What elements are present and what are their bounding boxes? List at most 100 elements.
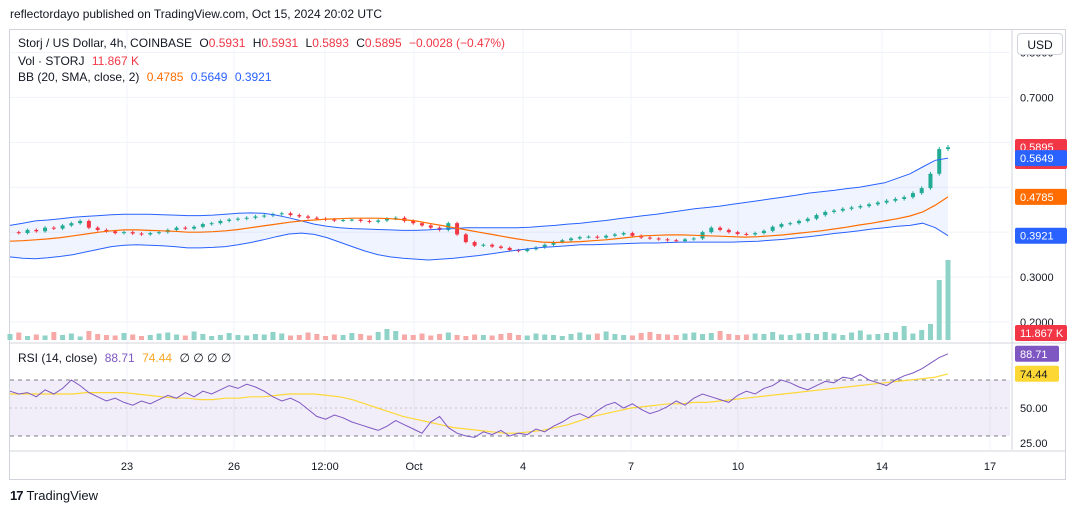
candle-body	[507, 247, 512, 251]
volume-bar	[480, 335, 486, 340]
volume-bar	[270, 332, 276, 340]
volume-bar	[217, 335, 223, 340]
candle-body	[832, 210, 837, 212]
candle-body	[174, 227, 179, 230]
volume-bar	[445, 332, 451, 340]
volume-bar	[244, 335, 250, 340]
volume-bar	[191, 331, 197, 340]
volume-bar	[472, 334, 478, 340]
volume-bar	[174, 334, 180, 340]
chart-frame[interactable]	[9, 29, 1066, 480]
candle-body	[121, 232, 126, 234]
candle-body	[893, 198, 898, 201]
candle-body	[726, 229, 731, 233]
candle-body	[840, 208, 845, 211]
volume-bar	[559, 336, 565, 340]
bollinger-upper-line	[9, 157, 949, 231]
candle-body	[612, 234, 617, 236]
volume-bar	[288, 335, 294, 340]
candle-body	[761, 230, 766, 234]
candle-body	[814, 215, 819, 219]
volume-bar	[682, 333, 688, 340]
candle-body	[630, 233, 635, 236]
volume-bar	[507, 333, 513, 340]
candle-body	[665, 239, 670, 241]
volume-bar	[296, 335, 302, 340]
candle-body	[349, 219, 354, 221]
candle-body	[770, 226, 775, 231]
rsi-label-text: 88.71	[1020, 349, 1048, 361]
candle-body	[253, 216, 258, 218]
legend-change: −0.0028 (−0.47%)	[408, 36, 506, 50]
candle-body	[569, 238, 574, 241]
volume-bar	[708, 333, 714, 340]
publish-info: reflectordayo published on TradingView.c…	[10, 7, 382, 21]
bollinger-fill-area	[10, 158, 948, 261]
volume-bar	[805, 333, 811, 340]
volume-bar	[454, 335, 460, 340]
volume-bar	[884, 333, 890, 340]
volume-bar	[437, 334, 443, 340]
volume-bar	[875, 334, 881, 340]
volume-bar	[638, 333, 644, 340]
candle-body	[16, 232, 21, 234]
volume-bar	[401, 334, 407, 340]
volume-bar	[577, 332, 583, 340]
rsi-ma-line	[10, 373, 949, 434]
volume-bar	[629, 335, 635, 340]
price-tick-label: 0.7000	[1020, 92, 1054, 104]
currency-button[interactable]: USD	[1017, 33, 1063, 55]
price-label-badge	[1015, 150, 1067, 167]
candle-body	[551, 242, 556, 245]
tradingview-brand[interactable]: 17 TradingView	[10, 488, 98, 503]
volume-bar	[103, 335, 109, 340]
time-tick-label: 7	[628, 461, 634, 473]
candle-body	[937, 149, 942, 174]
volume-bar	[209, 336, 215, 340]
time-tick-label: 4	[520, 461, 526, 473]
volume-bar	[410, 335, 416, 340]
volume-bar	[147, 335, 153, 340]
time-tick-label: Oct	[405, 461, 422, 473]
candle-body	[656, 238, 661, 240]
volume-bar	[761, 334, 767, 340]
volume-bar	[226, 333, 232, 340]
candle-body	[674, 240, 679, 242]
candle-body	[420, 223, 425, 226]
candle-body	[788, 223, 793, 225]
candle-body	[262, 215, 267, 217]
volume-bar	[603, 331, 609, 340]
volume-bar	[927, 324, 933, 340]
candle-body	[139, 233, 144, 235]
volume-bar	[647, 332, 653, 340]
volume-bar	[16, 332, 22, 340]
legend-bb-lower: 0.3921	[234, 70, 272, 84]
candle-body	[288, 213, 293, 216]
rsi-tick-label: 50.00	[1020, 403, 1048, 415]
volume-bar	[831, 333, 837, 340]
candle-body	[358, 219, 363, 221]
candle-body	[314, 217, 319, 219]
candle-body	[86, 220, 91, 228]
volume-bar	[51, 332, 57, 340]
candle-body	[577, 237, 582, 239]
volume-bar	[25, 336, 31, 340]
candle-body	[235, 218, 240, 220]
candle-body	[928, 173, 933, 189]
volume-bar	[121, 333, 127, 340]
rsi-pane	[9, 353, 1010, 438]
candle-body	[542, 244, 547, 248]
volume-bar	[700, 334, 706, 340]
candle-body	[411, 220, 416, 224]
time-tick-label: 17	[984, 461, 996, 473]
volume-bar	[261, 334, 267, 340]
candle-body	[332, 219, 337, 221]
candle-body	[113, 231, 118, 234]
brand-label: TradingView	[26, 488, 99, 503]
volume-bar	[279, 333, 285, 340]
time-tick-label: 10	[732, 461, 744, 473]
rsi-label-text: 74.44	[1020, 369, 1048, 381]
volume-bar	[621, 335, 627, 340]
candle-body	[779, 224, 784, 227]
